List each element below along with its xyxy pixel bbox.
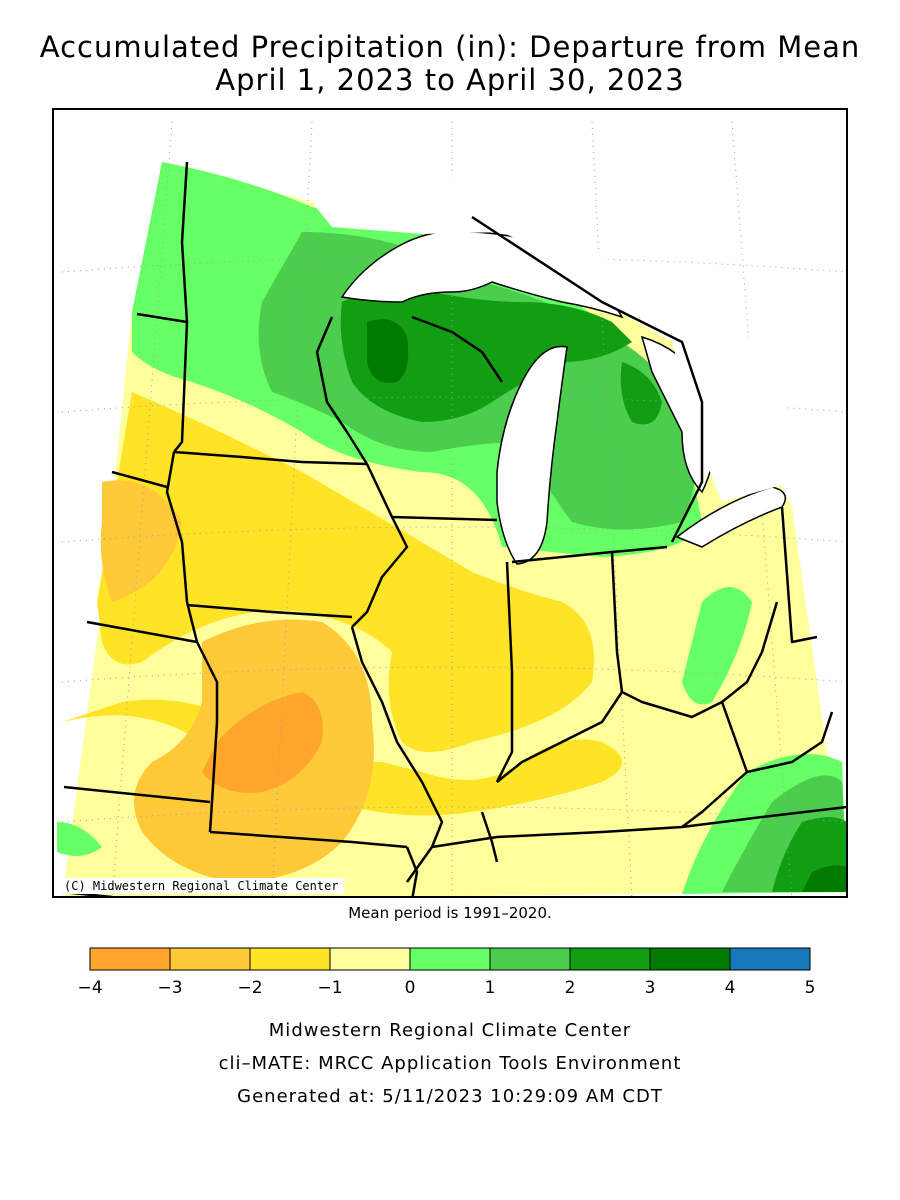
border-il-in — [495, 561, 514, 783]
great-lakes — [312, 172, 792, 565]
mean-period-note: Mean period is 1991–2020. — [348, 904, 552, 922]
legend-tick-labels: −4 −3 −2 −1 0 1 2 3 4 5 — [77, 978, 815, 998]
legend-tick-label: −1 — [317, 978, 342, 998]
legend-box-3-to-4 — [649, 947, 731, 971]
border-ky-river-west — [480, 811, 499, 863]
border-ks-ok — [63, 785, 211, 804]
legend-tick-label: 0 — [405, 978, 416, 998]
border-mo-ar — [209, 830, 408, 849]
region-minus2-minus1-west — [97, 392, 594, 752]
border-tn-ar — [405, 846, 419, 896]
legend-tick-label: −3 — [157, 978, 182, 998]
border-ia-west — [165, 451, 199, 643]
legend-tick-label: −2 — [237, 978, 262, 998]
footer-app: cli–MATE: MRCC Application Tools Environ… — [218, 1053, 682, 1074]
legend-box-0-to-1 — [409, 947, 491, 971]
legend-box--4-to--3 — [89, 947, 171, 971]
map-title: Accumulated Precipitation (in): Departur… — [39, 30, 861, 64]
border-il-mo-river — [350, 626, 444, 883]
border-in-oh — [610, 551, 624, 693]
border-wi-il — [391, 515, 498, 522]
footer-timestamp: Generated at: 5/11/2023 10:29:09 AM CDT — [237, 1086, 663, 1107]
region-minus4-minus3 — [202, 692, 323, 793]
state-borders — [61, 161, 846, 896]
lake-michigan — [496, 345, 568, 565]
border-ohio-river — [496, 601, 779, 783]
border-ky-tn — [431, 805, 846, 849]
legend-box--3-to--2 — [169, 947, 251, 971]
map-panel: (C) Midwestern Regional Climate Center — [52, 108, 848, 898]
legend-box-2-to-3 — [569, 947, 651, 971]
color-legend: −4 −3 −2 −1 0 1 2 3 4 5 — [77, 947, 815, 998]
border-in-mi-oh — [511, 545, 668, 564]
legend-box-4-to-5 — [729, 947, 811, 971]
legend-tick-label: 2 — [565, 978, 576, 998]
canada-north — [312, 172, 792, 502]
border-oh-pa — [780, 506, 818, 644]
border-mn-wi — [315, 316, 369, 465]
copyright-label: (C) Midwestern Regional Climate Center — [56, 878, 344, 894]
border-sd-ne — [111, 470, 168, 489]
legend-box--1-to-0 — [329, 947, 411, 971]
footer-org: Midwestern Regional Climate Center — [268, 1020, 632, 1041]
legend-tick-label: 3 — [645, 978, 656, 998]
legend-tick-label: 4 — [725, 978, 736, 998]
border-mn-ia — [173, 450, 368, 466]
region-minus3-minus2 — [100, 480, 374, 882]
legend-tick-label: 5 — [805, 978, 816, 998]
border-mo-west — [195, 641, 219, 833]
legend-boxes — [89, 947, 811, 971]
map-canvas — [57, 121, 846, 896]
legend-box--2-to--1 — [249, 947, 331, 971]
border-ia-wi-il — [351, 463, 409, 628]
border-ia-mo — [186, 603, 353, 619]
legend-tick-label: 1 — [485, 978, 496, 998]
legend-tick-label: −4 — [77, 978, 102, 998]
border-canada-mi — [471, 215, 704, 543]
border-mi-up-wi — [411, 315, 504, 383]
border-nd-sd — [136, 312, 188, 324]
border-va-wv — [746, 711, 834, 774]
border-ne-ks — [86, 620, 198, 644]
map-date-range: April 1, 2023 to April 30, 2023 — [215, 63, 685, 97]
legend-box-1-to-2 — [489, 947, 571, 971]
lake-erie — [675, 486, 787, 548]
border-ky-east — [681, 701, 749, 828]
